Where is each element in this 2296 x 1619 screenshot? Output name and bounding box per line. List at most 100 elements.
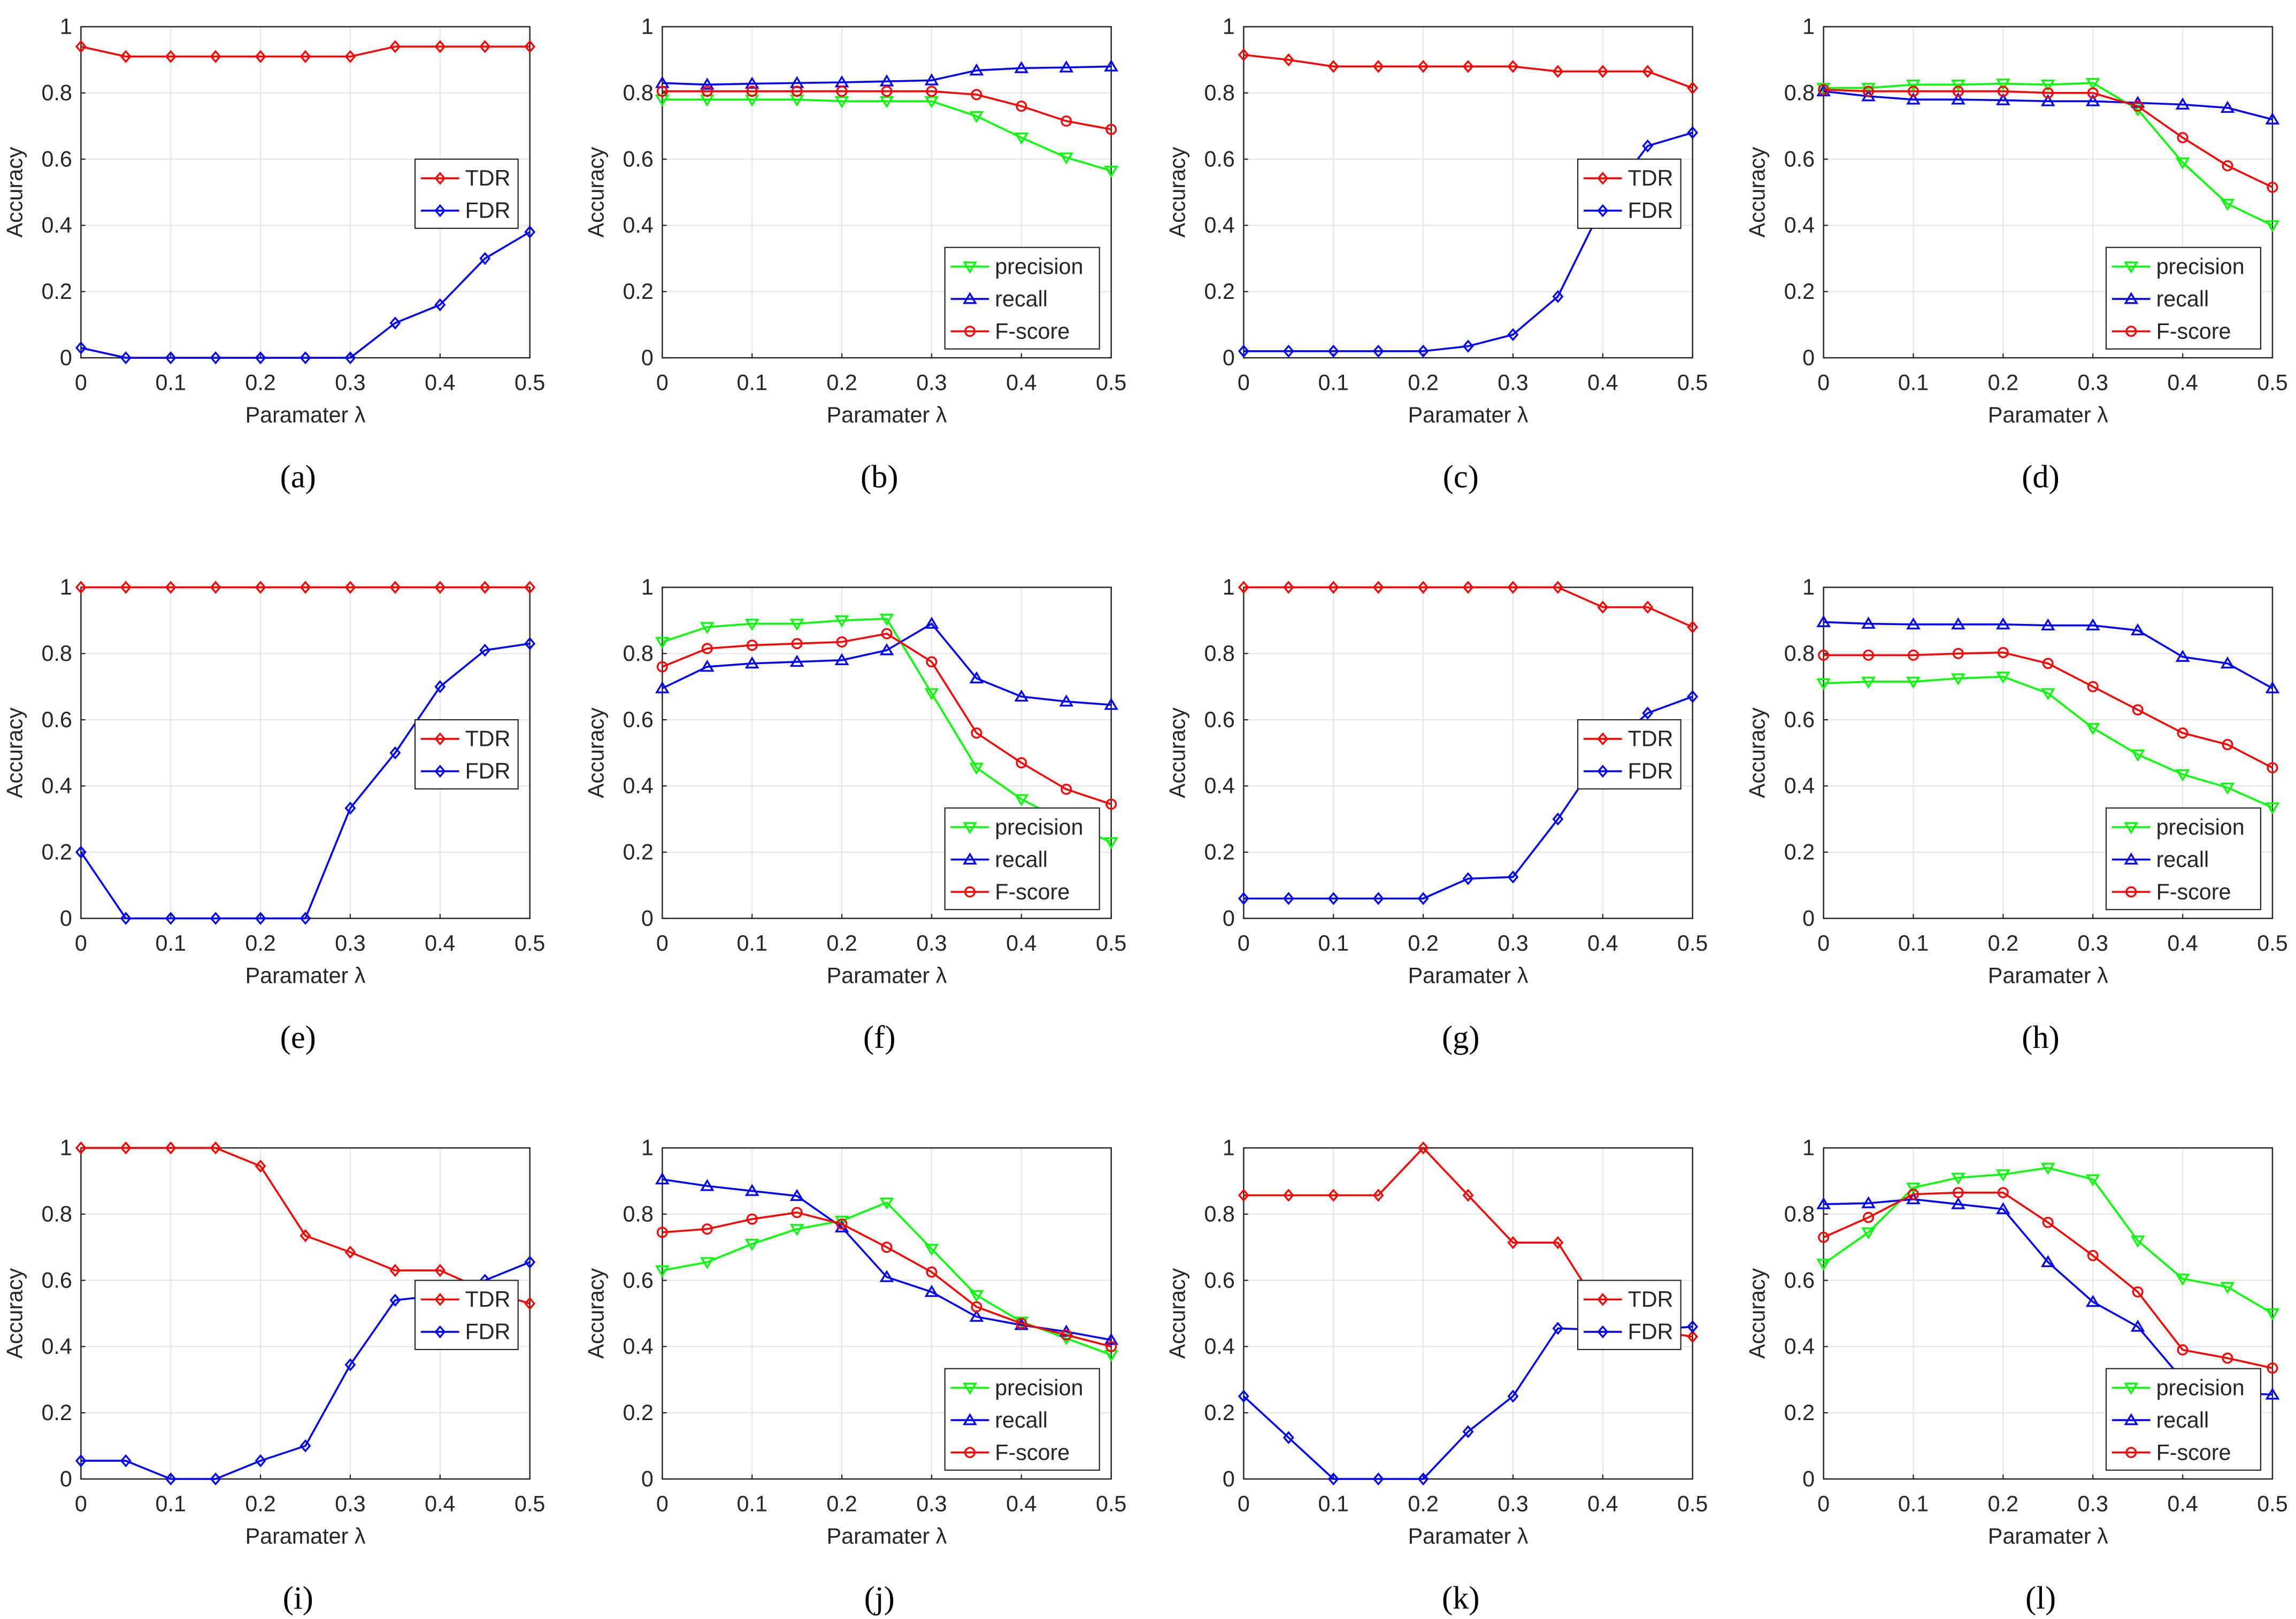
data-point <box>791 1207 803 1219</box>
y-axis-label: Accuracy <box>583 707 608 798</box>
x-tick-label: 0.3 <box>1498 931 1528 955</box>
data-point <box>2220 1282 2235 1294</box>
data-point <box>75 341 87 354</box>
legend-label: recall <box>2156 847 2209 872</box>
data-point <box>300 351 311 365</box>
legend-label: recall <box>2156 287 2209 311</box>
series-f-score <box>656 628 1117 810</box>
data-point <box>120 581 132 594</box>
data-point <box>1238 1189 1249 1202</box>
series-recall <box>1816 84 2280 125</box>
data-point <box>1372 581 1384 594</box>
series-f-score <box>656 1207 1117 1352</box>
x-tick-label: 0.4 <box>1587 1492 1618 1516</box>
x-tick-label: 0.4 <box>2167 371 2198 395</box>
data-point <box>344 351 356 365</box>
data-point <box>1818 84 1830 96</box>
data-point <box>120 50 132 63</box>
series-line <box>1823 82 2273 227</box>
y-tick-label: 0.2 <box>623 840 653 865</box>
data-point <box>1861 676 1876 689</box>
legend: TDR FDR <box>414 719 519 790</box>
legend-label: precision <box>2156 815 2245 839</box>
legend-label: recall <box>995 287 1048 311</box>
legend-label: precision <box>2156 254 2245 279</box>
data-point <box>389 1293 401 1307</box>
legend-label: precision <box>995 815 1083 839</box>
y-tick-label: 0.4 <box>623 1334 653 1359</box>
data-point <box>700 78 715 90</box>
subplot-c: 0 0.1 0.2 0.3 0.4 0.5 0 0.2 0.4 0.6 0.8 1 Paramater … <box>1165 14 1708 495</box>
data-point <box>1552 812 1564 826</box>
data-point <box>2220 656 2235 669</box>
y-tick-label: 0.6 <box>1204 147 1234 171</box>
legend-label: FDR <box>465 759 511 783</box>
y-tick-label: 0.6 <box>41 1268 72 1292</box>
data-point <box>344 50 356 63</box>
x-tick-label: 0.5 <box>515 1492 545 1516</box>
y-tick-label: 0.4 <box>41 213 72 237</box>
x-tick-label: 0.3 <box>916 1492 947 1516</box>
data-point <box>1816 84 1831 97</box>
legend-label: TDR <box>465 166 511 190</box>
subfigure-label: (c) <box>1443 459 1479 495</box>
data-point <box>2267 181 2278 193</box>
data-point <box>1818 1231 1830 1243</box>
series-tdr <box>75 1141 536 1310</box>
data-point <box>2220 782 2235 795</box>
x-tick-label: 0.1 <box>1898 1492 1929 1516</box>
data-point <box>300 1439 311 1453</box>
legend-label: F-score <box>2156 319 2231 343</box>
x-axis-label: Paramater λ <box>827 1524 947 1548</box>
data-point <box>1327 344 1339 358</box>
data-point <box>700 659 715 672</box>
data-point <box>1507 1390 1519 1403</box>
series-line <box>81 1147 531 1305</box>
data-point <box>1327 1189 1339 1202</box>
data-point <box>1687 81 1699 95</box>
data-point <box>210 581 221 594</box>
subfigure-label: (b) <box>861 459 899 495</box>
y-tick-label: 0.8 <box>1784 81 1815 105</box>
legend: precision recall F-score <box>944 807 1100 911</box>
legend-label: TDR <box>465 1287 511 1312</box>
legend-label: TDR <box>1628 166 1673 190</box>
data-point <box>744 1184 759 1196</box>
data-point <box>1816 1259 1831 1271</box>
legend-label: F-score <box>2156 1440 2231 1464</box>
y-tick-label: 0.2 <box>1204 279 1234 304</box>
subfigure-label: (a) <box>280 459 316 495</box>
data-point <box>1105 1340 1117 1352</box>
x-tick-label: 0.4 <box>425 931 455 955</box>
data-point <box>655 637 670 649</box>
data-point <box>344 1358 356 1371</box>
data-point <box>836 1218 848 1230</box>
data-point <box>655 1265 670 1278</box>
y-axis-label: Accuracy <box>2 707 27 798</box>
series-precision <box>1816 672 2280 815</box>
data-point <box>744 1239 759 1251</box>
data-point <box>434 680 446 693</box>
y-tick-label: 0.4 <box>1204 213 1234 237</box>
x-tick-label: 0.3 <box>916 931 947 955</box>
data-point <box>746 639 758 651</box>
data-point <box>700 1257 715 1269</box>
y-tick-label: 0.8 <box>1204 81 1234 105</box>
subplot-k: 0 0.1 0.2 0.3 0.4 0.5 0 0.2 0.4 0.6 0.8 1 Paramater … <box>1165 1136 1708 1616</box>
data-point <box>2132 1286 2144 1298</box>
data-point <box>1059 694 1074 707</box>
data-point <box>1861 1196 1876 1208</box>
y-axis-label: Accuracy <box>1165 1268 1189 1359</box>
subfigure-label: (j) <box>864 1580 895 1616</box>
data-point <box>2042 1216 2054 1228</box>
data-point <box>1238 344 1249 358</box>
data-point <box>1372 60 1384 73</box>
y-tick-label: 0.6 <box>623 1268 653 1292</box>
series-f-score <box>1818 1187 2278 1374</box>
data-point <box>75 1454 87 1468</box>
y-tick-label: 1 <box>60 1136 72 1160</box>
x-tick-label: 0.5 <box>1677 1492 1708 1516</box>
data-point <box>2087 681 2099 692</box>
legend-label: F-score <box>2156 880 2231 904</box>
